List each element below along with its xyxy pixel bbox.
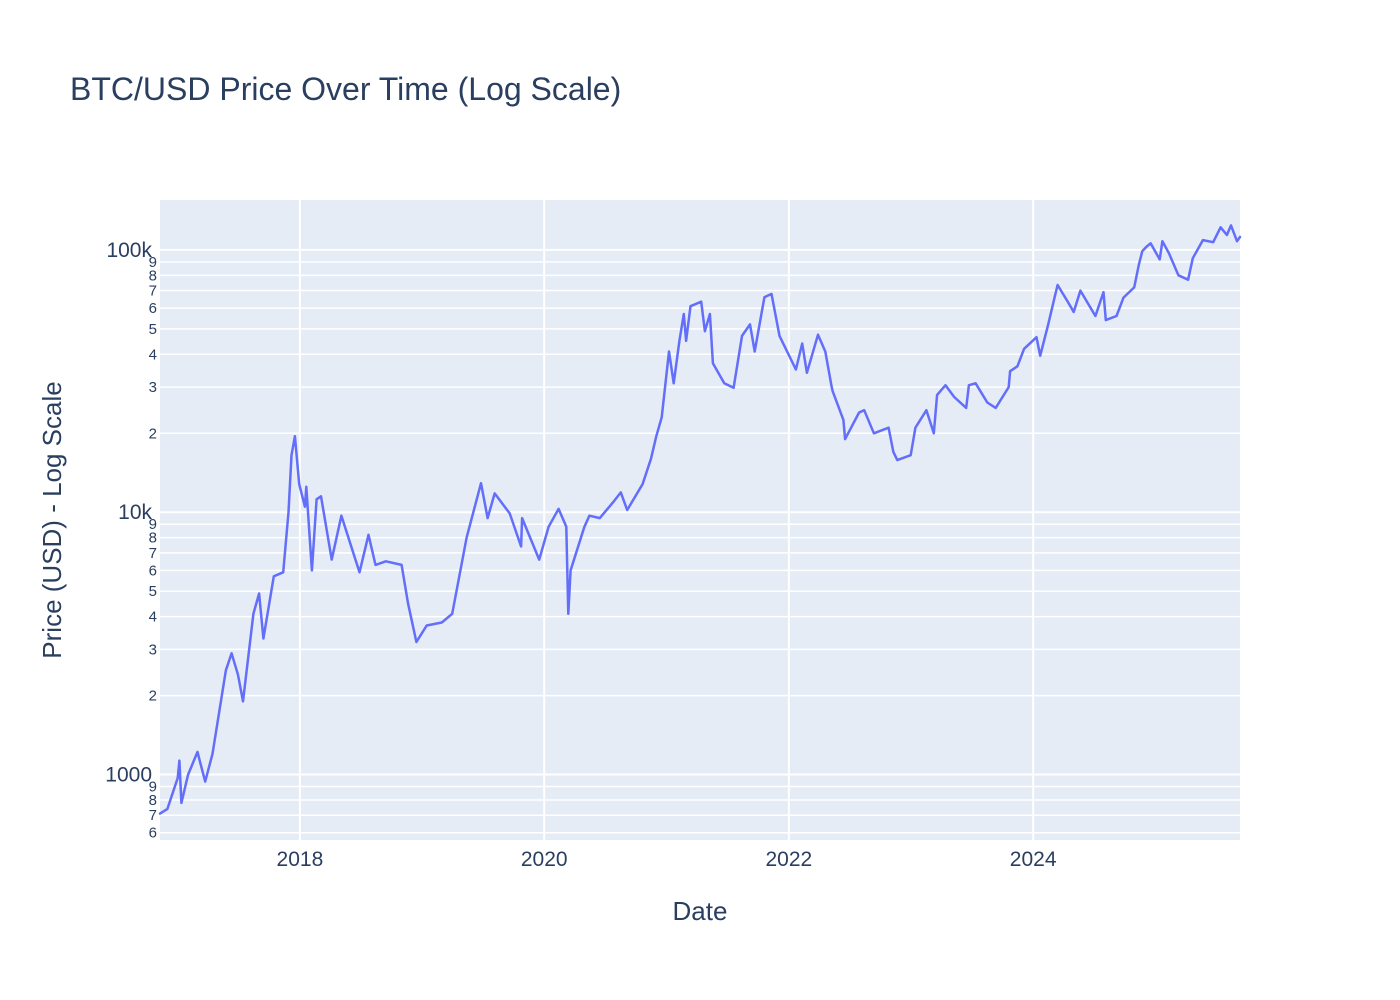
y-minor-tick-label: 5 [149,583,157,600]
y-minor-tick-label: 7 [149,545,157,562]
y-minor-tick-label: 8 [149,792,157,809]
y-minor-tick-label: 2 [149,425,157,442]
y-minor-tick-label: 9 [149,516,157,533]
y-minor-gridlines [160,261,1240,834]
y-minor-tick-label: 6 [149,825,157,842]
y-minor-tick-label: 8 [149,530,157,547]
y-major-gridlines [160,248,1240,776]
y-minor-tick-label: 4 [149,346,157,363]
y-minor-tick-label: 7 [149,283,157,300]
y-minor-tick-label: 9 [149,254,157,271]
price-line [158,224,1242,815]
y-minor-tick-label: 7 [149,807,157,824]
y-major-tick-label: 10k [118,501,152,524]
y-axis-title: Price (USD) - Log Scale [37,381,67,658]
x-tick-labels: 2018 2020 2022 2024 [277,848,1057,871]
x-axis-title: Date [673,896,728,926]
y-minor-tick-label: 4 [149,609,157,626]
y-minor-tick-label: 3 [149,641,157,658]
x-tick-label: 2020 [521,848,568,871]
y-minor-tick-label: 8 [149,267,157,284]
y-minor-tick-label: 6 [149,300,157,317]
chart-title: BTC/USD Price Over Time (Log Scale) [70,71,621,107]
y-minor-tick-label: 5 [149,321,157,338]
y-minor-tick-label: 6 [149,562,157,579]
x-tick-label: 2018 [277,848,324,871]
y-minor-tick-label: 3 [149,379,157,396]
x-tick-label: 2022 [765,848,812,871]
y-minor-tick-label: 9 [149,779,157,796]
y-major-tick-label: 100k [106,239,152,262]
price-series [158,224,1242,815]
y-minor-tick-label: 2 [149,688,157,705]
y-major-tick-label: 1000 [105,764,152,787]
x-tick-label: 2024 [1010,848,1057,871]
x-gridlines [298,200,1035,840]
